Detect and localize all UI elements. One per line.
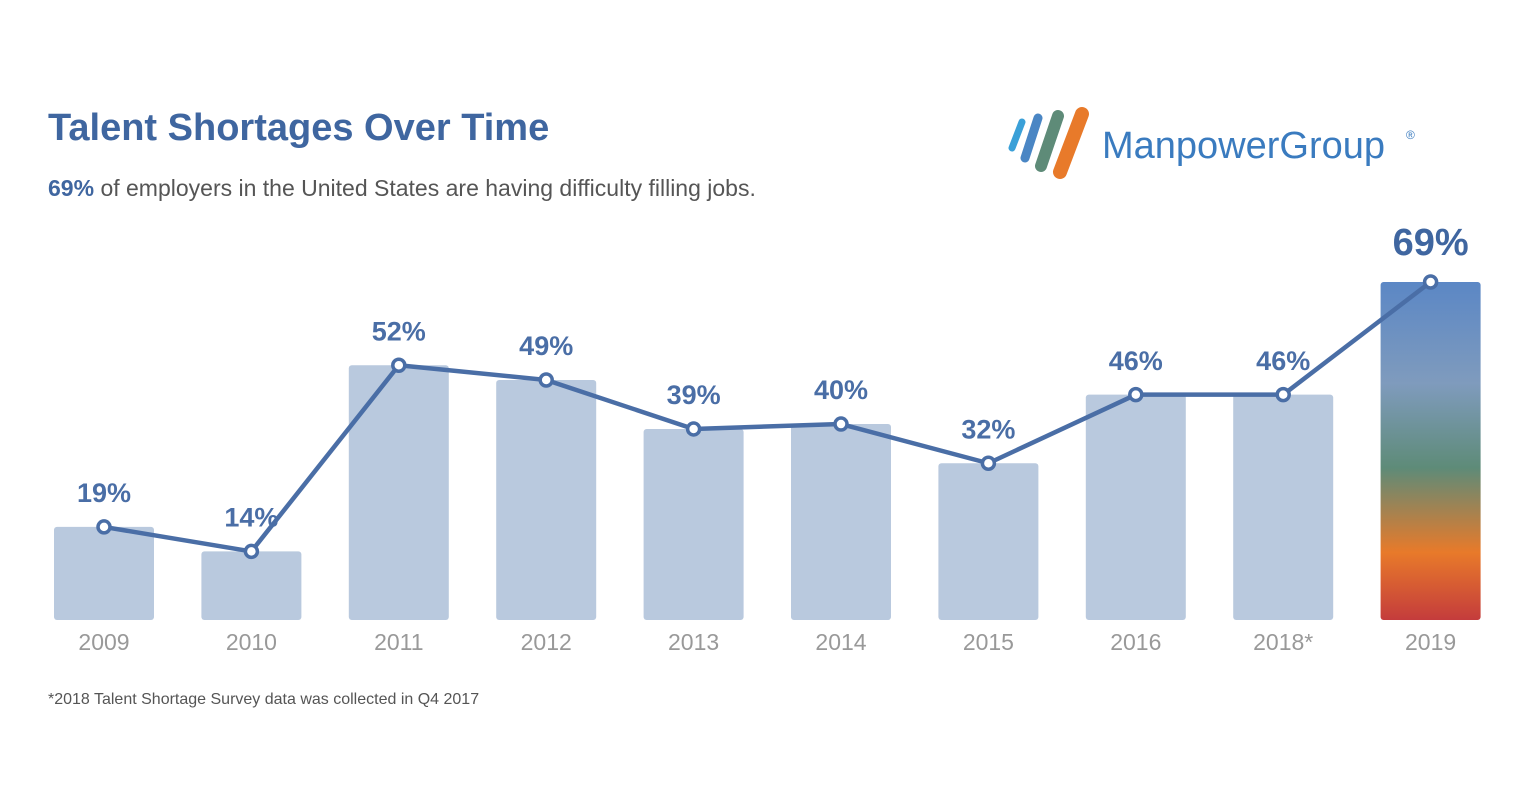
footnote: *2018 Talent Shortage Survey data was co… bbox=[48, 691, 479, 708]
point bbox=[1128, 386, 1144, 403]
data-label: 69% bbox=[1393, 222, 1469, 264]
data-label: 32% bbox=[961, 414, 1015, 444]
point bbox=[243, 543, 260, 560]
bar bbox=[791, 424, 891, 620]
data-label: 46% bbox=[1109, 346, 1163, 376]
point bbox=[685, 421, 702, 437]
bar bbox=[1380, 282, 1481, 620]
point bbox=[1422, 274, 1439, 290]
x-tick-label: 2016 bbox=[1110, 629, 1161, 655]
x-tick-label: 2009 bbox=[78, 629, 129, 655]
data-label: 14% bbox=[224, 503, 278, 533]
bar bbox=[1233, 394, 1334, 620]
bar bbox=[348, 365, 449, 620]
bar bbox=[643, 428, 744, 620]
point bbox=[1275, 386, 1291, 403]
trend-line bbox=[103, 280, 1432, 554]
data-label: 40% bbox=[814, 375, 868, 405]
x-tick-label: 2010 bbox=[226, 629, 277, 655]
data-label: 46% bbox=[1256, 346, 1310, 376]
bar bbox=[1085, 394, 1186, 620]
subtitle: 69% of employers in the United States ar… bbox=[48, 175, 756, 201]
point bbox=[96, 519, 112, 535]
point bbox=[538, 372, 554, 388]
chart-title: Talent Shortages Over Time bbox=[48, 107, 549, 149]
x-tick-label: 2018* bbox=[1253, 629, 1313, 655]
x-tick-label: 2015 bbox=[963, 629, 1014, 655]
x-tick-label: 2019 bbox=[1405, 629, 1456, 655]
subtitle-highlight: 69% bbox=[48, 175, 94, 201]
point bbox=[980, 455, 997, 471]
data-label: 52% bbox=[372, 316, 426, 346]
subtitle-text: of employers in the United States are ha… bbox=[100, 175, 755, 201]
bar bbox=[938, 463, 1039, 620]
data-label: 19% bbox=[77, 478, 131, 508]
logo-text: ManpowerGroup bbox=[1102, 125, 1385, 167]
x-tick-label: 2011 bbox=[374, 629, 423, 655]
x-tick-label: 2012 bbox=[521, 629, 572, 655]
logo-mark: ® bbox=[1406, 128, 1415, 142]
bar bbox=[54, 526, 154, 620]
x-tick-label: 2013 bbox=[668, 629, 719, 655]
data-label: 39% bbox=[667, 380, 721, 410]
data-label: 49% bbox=[519, 331, 573, 361]
point bbox=[833, 416, 849, 432]
bar bbox=[496, 379, 597, 620]
point bbox=[391, 357, 407, 374]
x-tick-label: 2014 bbox=[815, 629, 866, 655]
logo-icon bbox=[1008, 107, 1089, 179]
bar bbox=[201, 551, 302, 620]
